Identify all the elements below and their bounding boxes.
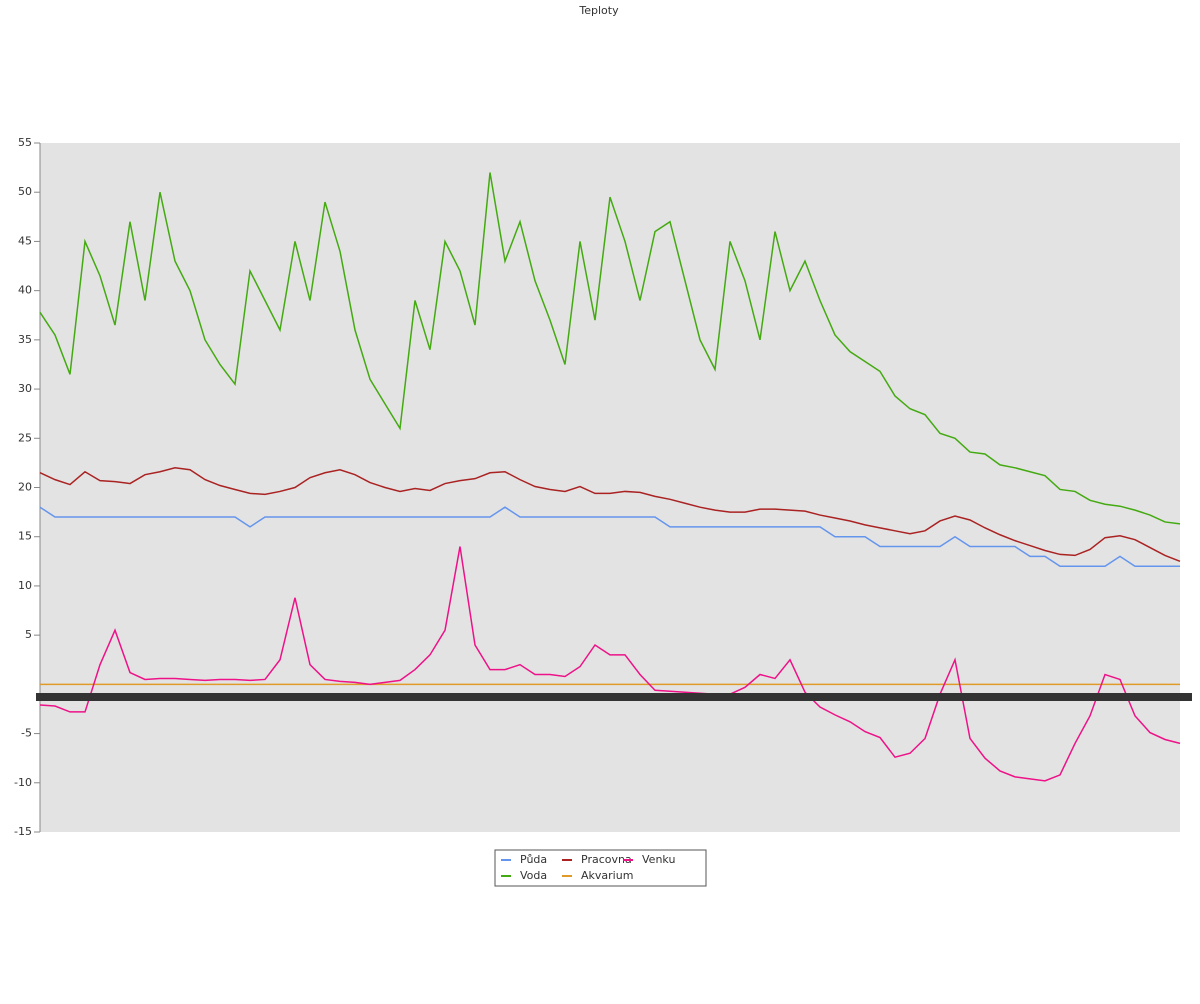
y-tick-label: 15 (18, 530, 32, 543)
chart-title: Teploty (578, 4, 619, 17)
plot-area (40, 143, 1180, 832)
y-tick-label: 5 (25, 628, 32, 641)
series-line (39, 506, 1180, 567)
y-tick-label: 20 (18, 481, 32, 494)
series-line (39, 467, 1181, 563)
y-tick-label: 50 (18, 185, 32, 198)
y-tick-label: 35 (18, 333, 32, 346)
y-tick-label: 45 (18, 234, 32, 247)
legend-label: Půda (520, 853, 547, 866)
legend-box (494, 849, 707, 887)
y-tick-label: 25 (18, 431, 32, 444)
y-tick-label: 10 (18, 579, 32, 592)
y-tick-label: 55 (18, 136, 32, 149)
legend-label: Voda (520, 869, 547, 882)
series-line (39, 172, 1181, 525)
y-tick-label: -15 (14, 825, 32, 838)
y-tick-label: 30 (18, 382, 32, 395)
y-tick-label: -10 (14, 776, 32, 789)
x-axis-label-band (36, 693, 1192, 701)
legend-label: Venku (642, 853, 675, 866)
series-line (39, 546, 1181, 782)
legend-label: Pracovna (581, 853, 632, 866)
legend: Půda Voda Pracovna Akvarium Venku (494, 849, 707, 887)
legend-label: Akvarium (581, 869, 633, 882)
y-tick-label: -5 (21, 727, 32, 740)
y-tick-label: 40 (18, 284, 32, 297)
